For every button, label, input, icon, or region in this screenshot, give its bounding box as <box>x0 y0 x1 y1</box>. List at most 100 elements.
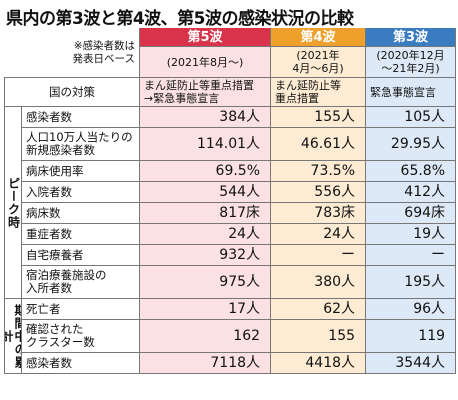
data-row: 期間中の累計 死亡者 17人 62人 96人 <box>4 298 457 374</box>
policy-cell: まん延防止等重点措置 →緊急事態宣言 <box>139 77 272 107</box>
note-line: ※感染者数は <box>73 39 136 52</box>
value-cell: 384人 <box>139 106 272 128</box>
wave-header: 第4波 <box>270 28 367 47</box>
note-cell: ※感染者数は 発表日ベース <box>4 28 141 78</box>
period-cell: (2020年12月 〜21年2月) <box>365 46 457 78</box>
row-label: 感染者数 <box>20 352 141 374</box>
data-row: 人口10万人当たりの 新規感染者数 114.01人 46.61人 29.95人 <box>5 127 457 161</box>
data-row: 入院者数 544人 556人 412人 <box>5 181 457 203</box>
period-line: (2021年8月〜) <box>166 55 244 69</box>
row-label-line: 人口10万人当たりの <box>26 130 133 144</box>
value-cell: 46.61人 <box>270 127 367 161</box>
row-label-line: 宿泊療養施設の <box>26 268 107 282</box>
policy-line: →緊急事態宣言 <box>144 92 220 105</box>
value-cell: 817床 <box>139 202 272 224</box>
row-label: 病床使用率 <box>20 160 141 182</box>
policy-line: まん延防止等 <box>275 79 342 92</box>
value-cell: 114.01人 <box>139 127 272 161</box>
data-row: 病床使用率 69.5% 73.5% 65.8% <box>5 160 457 182</box>
row-label-line: 感染者数 <box>26 109 72 124</box>
row-label: 人口10万人当たりの 新規感染者数 <box>20 127 141 161</box>
value-cell: 19人 <box>365 223 457 245</box>
period-cell: (2021年8月〜) <box>139 46 272 78</box>
period-line: 〜21年2月) <box>381 62 440 75</box>
row-label: 自宅療養者 <box>20 244 141 266</box>
value-cell: 119 <box>365 319 457 353</box>
value-cell: 29.95人 <box>365 127 457 161</box>
row-label-line: 入院者数 <box>26 184 72 199</box>
row-label-line: 入所者数 <box>26 281 72 295</box>
data-row: 自宅療養者 932人ーー <box>5 244 457 266</box>
data-row: 感染者数 7118人 4418人 3544人 <box>5 352 457 374</box>
value-cell: 195人 <box>365 265 457 299</box>
policy-line: 重点措置 <box>275 92 320 105</box>
policy-cell: 緊急事態宣言 <box>365 77 457 107</box>
period-cell: (2021年 4月〜6月) <box>270 46 367 78</box>
value-cell: 7118人 <box>139 352 272 374</box>
value-cell: 155 <box>270 319 367 353</box>
value-cell: 380人 <box>270 265 367 299</box>
value-cell: 24人 <box>139 223 272 245</box>
value-cell: 932人 <box>139 244 272 266</box>
row-label-line: 感染者数 <box>26 355 72 370</box>
value-cell: 162 <box>139 319 272 353</box>
value-cell: 96人 <box>365 298 457 320</box>
row-label-line: 重症者数 <box>26 226 72 241</box>
value-cell: 105人 <box>365 106 457 128</box>
value-cell: 24人 <box>270 223 367 245</box>
note-line: 発表日ベース <box>72 52 136 65</box>
policy-line: 緊急事態宣言 <box>370 85 437 99</box>
row-label-line: 新規感染者数 <box>26 143 95 157</box>
data-row: 確認された クラスター数 162 155 119 <box>5 319 457 353</box>
value-cell: 556人 <box>270 181 367 203</box>
period-line: 4月〜6月) <box>292 62 344 75</box>
value-cell: 69.5% <box>139 160 272 182</box>
row-label-line: 死亡者 <box>26 301 61 316</box>
period-row: (2021年8月〜) (2021年 4月〜6月) (2020年12月 〜21年2月) <box>5 46 457 78</box>
value-cell: 62人 <box>270 298 367 320</box>
row-label-line: クラスター数 <box>26 335 95 349</box>
row-label: 国の対策 <box>3 77 141 107</box>
row-label-line: 確認された <box>26 322 84 336</box>
title: 県内の第3波と第4波、第5波の感染状況の比較 <box>6 9 354 29</box>
row-label: 病床数 <box>20 202 141 224</box>
group-label: 期間中の累計 <box>4 298 22 374</box>
row-label: 感染者数 <box>20 106 141 128</box>
value-cell: 412人 <box>365 181 457 203</box>
value-cell: 783床 <box>270 202 367 224</box>
value-cell: 4418人 <box>270 352 367 374</box>
row-label-line: 病床数 <box>26 205 61 220</box>
value-cell: 694床 <box>365 202 457 224</box>
wave-header: 第3波 <box>365 28 457 47</box>
period-line: (2020年12月 <box>376 49 445 62</box>
period-line: (2021年 <box>296 49 340 62</box>
data-row: 宿泊療養施設の 入所者数 975人 380人 195人 <box>5 265 457 299</box>
value-cell: 17人 <box>139 298 272 320</box>
row-label: 入院者数 <box>20 181 141 203</box>
value-cell: 155人 <box>270 106 367 128</box>
comparison-table: ※感染者数は 発表日ベース 第5波 第4波 第3波 (2021年8月〜) (2021年 4月〜… <box>3 28 457 374</box>
row-label: 重症者数 <box>20 223 141 245</box>
row-label: 死亡者 <box>20 298 141 320</box>
group-label: ピーク時 <box>4 106 22 299</box>
row-label-line: 自宅療養者 <box>26 247 84 262</box>
data-row: 重症者数 24人 24人 19人 <box>5 223 457 245</box>
value-cell: ー <box>365 244 457 266</box>
row-label: 宿泊療養施設の 入所者数 <box>20 265 141 299</box>
policy-row: 国の対策 まん延防止等重点措置 →緊急事態宣言 まん延防止等 重点措置 緊急事態宣言 <box>3 77 457 107</box>
value-cell: 975人 <box>139 265 272 299</box>
value-cell: 65.8% <box>365 160 457 182</box>
header-row: ※感染者数は 発表日ベース 第5波 第4波 第3波 <box>4 28 457 78</box>
policy-line: まん延防止等重点措置 <box>144 79 255 92</box>
value-cell: 544人 <box>139 181 272 203</box>
wave-header: 第5波 <box>139 28 272 47</box>
data-row: 病床数 817床 783床 694床 <box>5 202 457 224</box>
row-label: 確認された クラスター数 <box>20 319 141 353</box>
value-cell: ー <box>270 244 367 266</box>
row-label-line: 病床使用率 <box>26 163 84 178</box>
data-row: ピーク時 感染者数 384人 155人 105人 <box>4 106 457 299</box>
value-cell: 73.5% <box>270 160 367 182</box>
value-cell: 3544人 <box>365 352 457 374</box>
policy-cell: まん延防止等 重点措置 <box>270 77 367 107</box>
